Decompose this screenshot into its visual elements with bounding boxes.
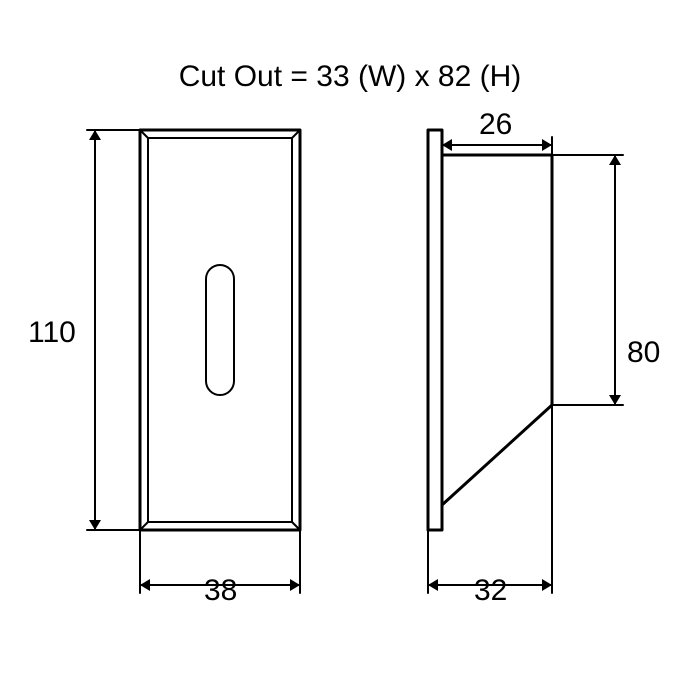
dim-height-main: 110 [28, 316, 76, 350]
diagram-svg [0, 0, 700, 700]
dim-width-side: 32 [474, 574, 507, 608]
dim-height-side: 80 [627, 336, 660, 370]
dim-width-front: 38 [204, 574, 237, 608]
dim-depth-top: 26 [479, 108, 512, 142]
drawing-canvas: Cut Out = 33 (W) x 82 (H) 110 38 26 80 3… [0, 0, 700, 700]
